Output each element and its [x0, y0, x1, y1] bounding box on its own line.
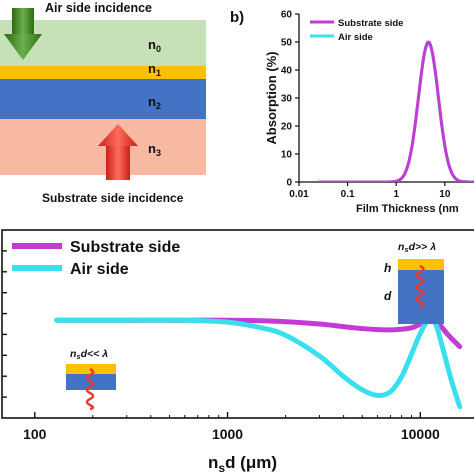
panel-b-xtick-label: 0.01: [289, 189, 309, 200]
panel-b-ytick-label: 0: [286, 178, 292, 189]
panel-b-legend-label-air: Air side: [338, 32, 373, 43]
substrate-incidence-arrow: [98, 124, 138, 180]
panel-c-xtick-label: 1000: [212, 426, 243, 442]
inset-thin-wave: [85, 367, 95, 411]
layer-n2: [0, 79, 206, 119]
inset-thin-label: nsd<< λ: [70, 348, 108, 361]
layer-label-n1: n1: [148, 61, 161, 78]
panel-b-xtick-label: 0.1: [341, 189, 355, 200]
inset-thick-h-label: h: [384, 261, 391, 275]
layer-label-n2: n2: [148, 94, 161, 111]
panel-b-legend: Substrate side Air side: [310, 18, 403, 43]
panel-b-legend-label-substrate: Substrate side: [338, 18, 403, 29]
panel-b-ytick-label: 50: [281, 38, 293, 49]
panel-b-ytick-label: 60: [281, 10, 293, 21]
inset-thick-film: nsd>> λ h d: [384, 241, 444, 324]
panel-b-ylabel: Absorption (%): [264, 51, 279, 144]
inset-thick-label: nsd>> λ: [398, 241, 436, 254]
layer-n1: [0, 66, 206, 79]
panel-b-ytick-label: 40: [281, 66, 293, 77]
layer-label-n3: n3: [148, 141, 161, 158]
substrate-incidence-label: Substrate side incidence: [42, 191, 184, 205]
panel-b-ytick-label: 20: [281, 122, 293, 133]
panel-b-xtick-label: 1: [393, 189, 399, 200]
layer-n3: [0, 119, 206, 175]
inset-thin-film: nsd<< λ: [66, 348, 116, 411]
inset-thick-d-label: d: [384, 289, 392, 303]
panel-c-legend-label-air: Air side: [70, 261, 129, 278]
air-incidence-label: Air side incidence: [45, 1, 152, 15]
panel-b-xtick-label: 10: [439, 189, 451, 200]
panel-c-legend: Substrate side Air side: [12, 239, 180, 278]
panel-b-ytick-label: 30: [281, 94, 293, 105]
panel-c-xtick-label: 100: [23, 426, 47, 442]
panel-b-ytick-label: 10: [281, 150, 293, 161]
panel-b-series-air-line: [317, 41, 474, 182]
panel-b-series-substrate-line: [317, 40, 474, 182]
layer-label-n0: n0: [148, 37, 161, 54]
air-incidence-arrow: [4, 8, 42, 60]
panel-c-xlabel: nsd (μm): [208, 453, 277, 474]
inset-thick-film-layer: [398, 259, 444, 270]
panel-c-frame: [1, 229, 474, 419]
inset-thick-wave: [415, 264, 425, 310]
panel-c-legend-label-substrate: Substrate side: [70, 239, 180, 256]
panel-c-series-air-line: [54, 317, 463, 410]
panel-b-label: b): [230, 9, 244, 26]
panel-a-layer-stack: [0, 20, 206, 175]
panel-b-xlabel: Film Thickness (nm: [356, 203, 459, 215]
panel-c-xtick-label: 10000: [401, 426, 440, 442]
